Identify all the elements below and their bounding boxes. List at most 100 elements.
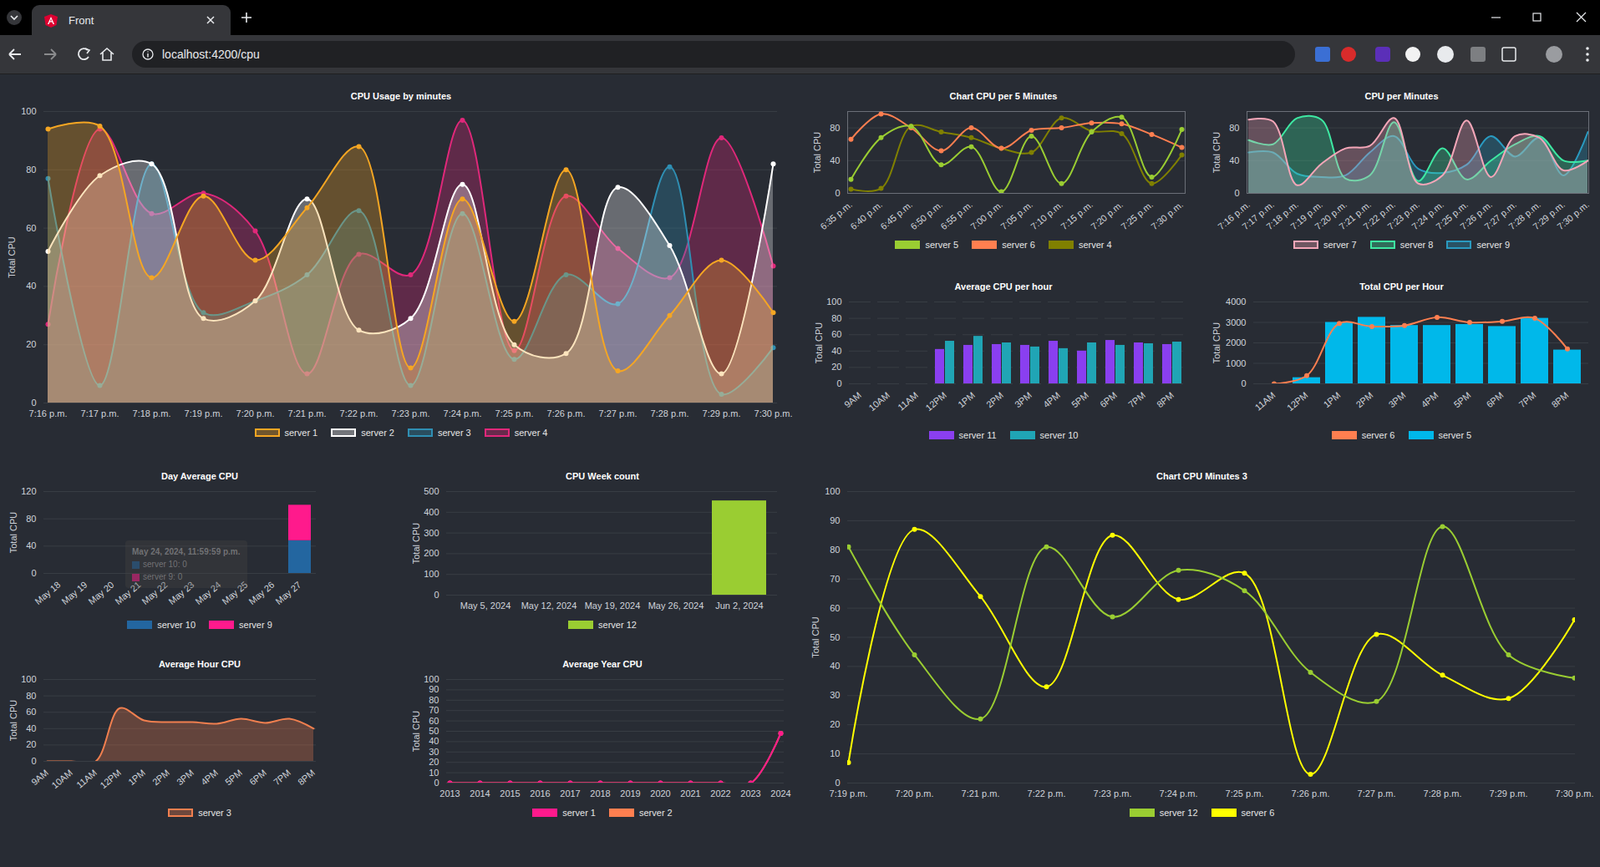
svg-text:4PM: 4PM (1419, 390, 1441, 411)
svg-text:400: 400 (423, 507, 439, 518)
svg-text:7:19 p.m.: 7:19 p.m. (184, 408, 224, 419)
svg-text:Jun 2, 2024: Jun 2, 2024 (715, 600, 764, 611)
svg-text:12PM: 12PM (97, 767, 123, 792)
svg-text:10: 10 (829, 748, 840, 759)
svg-text:80: 80 (428, 695, 439, 706)
svg-text:10AM: 10AM (866, 390, 892, 414)
svg-text:12PM: 12PM (1285, 390, 1311, 414)
svg-text:7:00 p.m.: 7:00 p.m. (968, 199, 1005, 233)
svg-text:7:16 p.m.: 7:16 p.m. (29, 408, 68, 419)
svg-text:50: 50 (428, 726, 439, 737)
svg-text:5PM: 5PM (223, 767, 244, 788)
svg-text:40: 40 (831, 345, 842, 356)
svg-text:20: 20 (829, 719, 840, 730)
svg-text:8PM: 8PM (1154, 390, 1176, 411)
svg-text:5PM: 5PM (1452, 390, 1474, 411)
svg-text:May 20: May 20 (86, 579, 116, 607)
svg-text:0: 0 (834, 187, 840, 199)
svg-text:7:25 p.m.: 7:25 p.m. (1225, 788, 1265, 799)
svg-text:2PM: 2PM (1354, 390, 1376, 411)
svg-text:Total CPU: Total CPU (6, 236, 17, 279)
svg-text:7:30 p.m.: 7:30 p.m. (754, 408, 793, 419)
svg-text:2017: 2017 (559, 788, 580, 799)
svg-text:4PM: 4PM (198, 767, 220, 788)
svg-text:7:26 p.m.: 7:26 p.m. (547, 408, 586, 419)
svg-text:2019: 2019 (619, 788, 640, 799)
svg-text:7:25 p.m.: 7:25 p.m. (1118, 199, 1155, 233)
svg-text:0: 0 (30, 756, 36, 767)
svg-text:0: 0 (30, 397, 36, 408)
svg-text:5PM: 5PM (1069, 390, 1091, 411)
svg-text:3PM: 3PM (1012, 390, 1034, 411)
svg-text:500: 500 (423, 486, 439, 497)
svg-text:10AM: 10AM (49, 767, 75, 792)
svg-text:7:23 p.m.: 7:23 p.m. (1093, 788, 1133, 799)
svg-text:6PM: 6PM (1097, 390, 1119, 411)
svg-text:2PM: 2PM (150, 767, 172, 788)
svg-text:40: 40 (1229, 155, 1240, 166)
svg-text:80: 80 (25, 164, 36, 175)
svg-text:90: 90 (829, 515, 840, 526)
svg-text:0: 0 (1234, 187, 1240, 199)
svg-text:60: 60 (831, 329, 842, 340)
svg-text:May 19: May 19 (59, 579, 89, 607)
svg-text:11AM: 11AM (895, 390, 920, 413)
svg-text:7PM: 7PM (1126, 390, 1148, 411)
svg-text:1PM: 1PM (955, 390, 977, 411)
svg-text:6:40 p.m.: 6:40 p.m. (848, 199, 884, 233)
svg-text:1PM: 1PM (126, 767, 148, 788)
svg-text:4000: 4000 (1225, 296, 1246, 307)
svg-text:3PM: 3PM (1386, 390, 1408, 411)
svg-text:80: 80 (829, 544, 840, 555)
svg-text:70: 70 (829, 573, 840, 585)
svg-text:90: 90 (428, 684, 439, 695)
svg-text:40: 40 (25, 280, 36, 291)
svg-text:0: 0 (1240, 378, 1246, 389)
svg-text:7:15 p.m.: 7:15 p.m. (1058, 199, 1095, 233)
svg-text:Total CPU: Total CPU (411, 523, 422, 565)
svg-text:2021: 2021 (680, 788, 701, 799)
svg-text:0: 0 (30, 568, 36, 579)
svg-text:7PM: 7PM (1517, 390, 1539, 411)
svg-text:0: 0 (836, 378, 842, 389)
svg-text:6PM: 6PM (247, 767, 269, 788)
svg-text:May 26: May 26 (246, 579, 276, 607)
svg-text:7:17 p.m.: 7:17 p.m. (81, 408, 120, 419)
svg-text:May 19, 2024: May 19, 2024 (584, 600, 641, 611)
svg-text:7:24 p.m.: 7:24 p.m. (443, 408, 483, 419)
svg-text:7:27 p.m.: 7:27 p.m. (1357, 788, 1397, 799)
svg-text:40: 40 (428, 736, 439, 747)
svg-text:11AM: 11AM (74, 767, 99, 791)
svg-text:40: 40 (829, 155, 840, 166)
svg-text:1PM: 1PM (1321, 390, 1343, 411)
svg-text:3000: 3000 (1225, 317, 1246, 328)
svg-text:0: 0 (834, 777, 840, 788)
svg-text:7:22 p.m.: 7:22 p.m. (1027, 788, 1067, 799)
svg-text:7:21 p.m.: 7:21 p.m. (288, 408, 327, 419)
svg-text:2PM: 2PM (984, 390, 1006, 411)
svg-text:60: 60 (25, 706, 36, 717)
svg-text:70: 70 (428, 705, 439, 716)
svg-text:7:20 p.m.: 7:20 p.m. (895, 788, 935, 799)
svg-text:7:22 p.m.: 7:22 p.m. (340, 408, 379, 419)
svg-text:3PM: 3PM (174, 767, 196, 788)
svg-text:300: 300 (423, 528, 439, 539)
svg-text:7PM: 7PM (271, 767, 293, 788)
svg-text:May 26, 2024: May 26, 2024 (648, 600, 705, 611)
svg-text:2020: 2020 (650, 788, 671, 799)
svg-text:2018: 2018 (589, 788, 610, 799)
svg-text:40: 40 (25, 723, 36, 734)
svg-text:100: 100 (423, 568, 439, 580)
svg-text:Total CPU: Total CPU (8, 700, 19, 742)
svg-text:20: 20 (25, 339, 36, 350)
svg-text:40: 40 (25, 540, 36, 551)
svg-text:7:20 p.m.: 7:20 p.m. (1088, 199, 1125, 233)
svg-text:10: 10 (428, 767, 439, 778)
svg-text:0: 0 (433, 589, 439, 600)
svg-text:6:50 p.m.: 6:50 p.m. (908, 199, 945, 233)
svg-text:7:18 p.m.: 7:18 p.m. (132, 408, 172, 419)
svg-text:12PM: 12PM (923, 390, 949, 414)
svg-text:7:24 p.m.: 7:24 p.m. (1159, 788, 1199, 799)
svg-text:100: 100 (824, 486, 840, 497)
svg-text:7:05 p.m.: 7:05 p.m. (998, 199, 1035, 233)
